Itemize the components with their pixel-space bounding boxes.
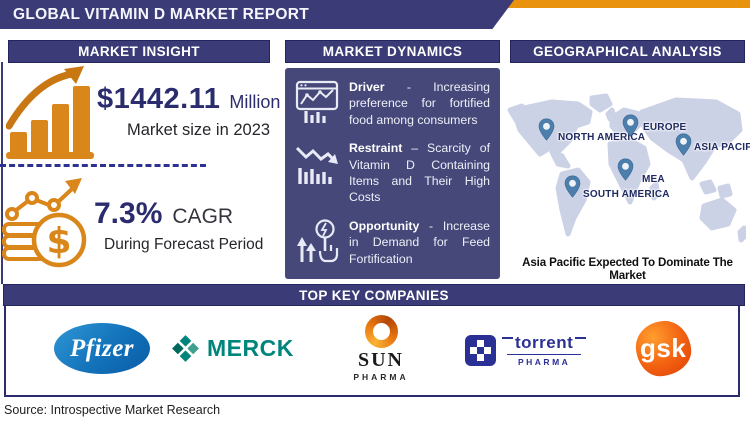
- torrent-logo-subtext: PHARMA: [507, 354, 582, 367]
- analytics-window-icon: [295, 80, 339, 123]
- downtrend-bars-icon: [295, 147, 338, 185]
- region-label-mea: MEA: [642, 174, 665, 185]
- source-note: Source: Introspective Market Research: [4, 403, 221, 417]
- sun-logo-text: SUN: [357, 349, 404, 371]
- dynamics-item-text: Restraint – Scarcity of Vitamin D Contai…: [349, 140, 490, 206]
- sun-pharma-logo: SUN PHARMA: [349, 315, 413, 382]
- left-border-rule: [1, 62, 3, 284]
- cagr-value: 7.3%: [94, 197, 163, 230]
- cagr-coin-trend-icon: $: [2, 178, 87, 268]
- pin-south-america-icon: [564, 175, 581, 198]
- merck-logo-text: MERCK: [207, 335, 294, 361]
- sun-swirl-icon: [364, 315, 398, 348]
- market-size-unit: Million: [229, 92, 281, 112]
- pin-mea-icon: [617, 158, 634, 181]
- svg-text:$: $: [46, 221, 71, 262]
- gsk-logo-text: gsk: [640, 333, 687, 363]
- geography-caption: Asia Pacific Expected To Dominate The Ma…: [522, 256, 733, 282]
- merck-logo: MERCK: [172, 335, 294, 362]
- region-label-asia-pacific: ASIA PACIFIC: [694, 142, 750, 153]
- merck-emblem-icon: [172, 335, 199, 362]
- torrent-emblem-icon: [465, 334, 496, 366]
- torrent-pharma-logo: torrent PHARMA: [465, 333, 587, 367]
- market-dynamics-header: MARKET DYNAMICS: [285, 40, 500, 63]
- world-map: NORTH AMERICA EUROPE ASIA PACIFIC MEA SO…: [506, 92, 750, 252]
- growth-tap-icon: [297, 218, 339, 262]
- dynamics-item-text: Opportunity - Increase in Demand for Fee…: [349, 218, 490, 267]
- market-insight-header: MARKET INSIGHT: [8, 40, 270, 63]
- dynamics-item-body: – Scarcity of Vitamin D Containing Items…: [349, 141, 490, 205]
- pin-north-america-icon: [538, 118, 555, 141]
- top-key-companies-header: TOP KEY COMPANIES: [3, 284, 745, 306]
- torrent-logo-text: torrent: [501, 333, 587, 353]
- dynamics-item-label: Restraint: [349, 141, 403, 156]
- companies-panel: Pfizer MERCK SUN PHARMA torrent PHARMA: [4, 306, 740, 397]
- dynamics-item-driver: Driver - Increasing preference for forti…: [294, 79, 490, 128]
- dashed-divider: [0, 164, 206, 167]
- pfizer-logo: Pfizer: [54, 323, 150, 374]
- geographical-analysis-header: GEOGRAPHICAL ANALYSIS: [510, 40, 745, 63]
- dynamics-item-label: Driver: [349, 80, 385, 94]
- region-label-europe: EUROPE: [643, 122, 687, 133]
- report-title: GLOBAL VITAMIN D MARKET REPORT: [13, 5, 310, 23]
- dynamics-item-label: Opportunity: [349, 218, 420, 233]
- dynamics-item-opportunity: Opportunity - Increase in Demand for Fee…: [294, 218, 490, 267]
- pin-europe-icon: [622, 114, 639, 137]
- dynamics-item-body: - Increase in Demand for Feed Fortificat…: [349, 218, 490, 266]
- report-banner: GLOBAL VITAMIN D MARKET REPORT: [0, 0, 514, 29]
- market-size-value: $1442.11: [97, 83, 221, 115]
- market-dynamics-card: Driver - Increasing preference for forti…: [285, 68, 500, 279]
- dynamics-item-restraint: Restraint – Scarcity of Vitamin D Contai…: [294, 140, 490, 206]
- dynamics-item-body: - Increasing preference for fortified fo…: [349, 80, 490, 127]
- region-label-north-america: NORTH AMERICA: [558, 132, 646, 143]
- pin-asia-pacific-icon: [675, 133, 692, 156]
- market-size-caption: Market size in 2023: [127, 121, 271, 139]
- cagr-caption: During Forecast Period: [104, 236, 264, 253]
- sun-logo-subtext: PHARMA: [353, 372, 409, 382]
- growth-bar-chart-icon: [6, 66, 94, 159]
- cagr-label: CAGR: [172, 205, 234, 228]
- pfizer-logo-text: Pfizer: [69, 334, 135, 362]
- region-label-south-america: SOUTH AMERICA: [583, 189, 670, 200]
- gsk-logo: gsk: [634, 319, 693, 378]
- dynamics-item-text: Driver - Increasing preference for forti…: [349, 79, 490, 128]
